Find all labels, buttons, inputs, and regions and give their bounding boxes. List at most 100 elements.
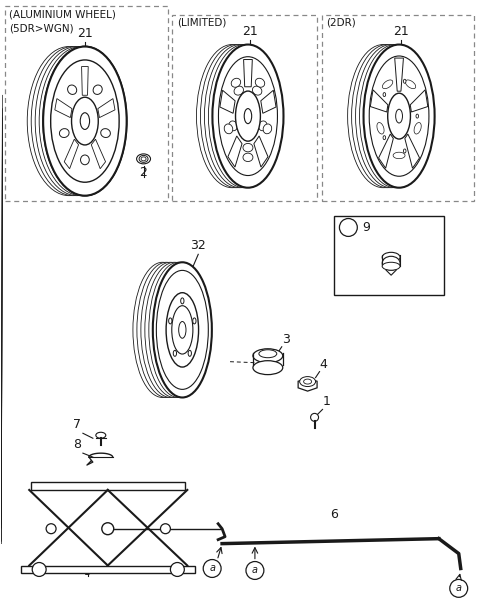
Circle shape bbox=[170, 562, 184, 577]
Ellipse shape bbox=[208, 44, 279, 188]
Ellipse shape bbox=[35, 47, 119, 196]
Ellipse shape bbox=[137, 154, 151, 164]
Polygon shape bbox=[243, 60, 252, 87]
Ellipse shape bbox=[304, 379, 312, 384]
Ellipse shape bbox=[141, 262, 200, 397]
Ellipse shape bbox=[259, 121, 267, 131]
Ellipse shape bbox=[193, 318, 196, 324]
Circle shape bbox=[102, 523, 114, 535]
Ellipse shape bbox=[383, 80, 393, 89]
Ellipse shape bbox=[224, 124, 233, 134]
Ellipse shape bbox=[393, 152, 405, 159]
Ellipse shape bbox=[60, 129, 69, 137]
Ellipse shape bbox=[369, 56, 429, 176]
Ellipse shape bbox=[101, 129, 110, 137]
Text: a: a bbox=[209, 564, 215, 573]
Ellipse shape bbox=[382, 253, 400, 262]
Ellipse shape bbox=[179, 322, 186, 338]
Text: 4: 4 bbox=[320, 358, 327, 371]
Circle shape bbox=[32, 562, 46, 577]
Ellipse shape bbox=[236, 91, 260, 141]
Ellipse shape bbox=[382, 256, 400, 270]
Ellipse shape bbox=[188, 351, 192, 356]
Ellipse shape bbox=[39, 47, 123, 196]
Circle shape bbox=[339, 219, 357, 237]
Ellipse shape bbox=[96, 432, 106, 438]
Text: a: a bbox=[456, 583, 462, 593]
Ellipse shape bbox=[396, 109, 403, 123]
Polygon shape bbox=[220, 91, 235, 113]
Ellipse shape bbox=[51, 60, 119, 182]
Polygon shape bbox=[371, 90, 388, 112]
Ellipse shape bbox=[145, 262, 204, 397]
Circle shape bbox=[246, 562, 264, 580]
Ellipse shape bbox=[43, 47, 127, 196]
Ellipse shape bbox=[243, 144, 253, 152]
Ellipse shape bbox=[156, 270, 208, 389]
Polygon shape bbox=[395, 58, 403, 91]
Circle shape bbox=[160, 524, 170, 533]
Ellipse shape bbox=[363, 44, 434, 188]
Ellipse shape bbox=[403, 79, 406, 83]
Polygon shape bbox=[405, 134, 420, 168]
Text: a: a bbox=[252, 565, 258, 575]
Ellipse shape bbox=[252, 86, 262, 95]
Polygon shape bbox=[55, 99, 72, 118]
Ellipse shape bbox=[406, 80, 416, 89]
Ellipse shape bbox=[348, 44, 419, 188]
Circle shape bbox=[46, 524, 56, 533]
Polygon shape bbox=[254, 136, 268, 167]
Ellipse shape bbox=[204, 44, 276, 188]
Text: (ALUMINIUM WHEEL): (ALUMINIUM WHEEL) bbox=[9, 10, 116, 20]
Ellipse shape bbox=[253, 349, 283, 363]
Ellipse shape bbox=[414, 123, 421, 134]
Ellipse shape bbox=[201, 44, 272, 188]
Ellipse shape bbox=[259, 350, 277, 358]
Ellipse shape bbox=[27, 47, 111, 196]
Text: 2: 2 bbox=[140, 166, 147, 179]
Ellipse shape bbox=[166, 293, 199, 367]
Ellipse shape bbox=[139, 155, 148, 163]
Bar bbox=[31, 482, 185, 490]
Text: 9: 9 bbox=[362, 221, 370, 234]
Ellipse shape bbox=[382, 262, 400, 270]
Ellipse shape bbox=[68, 85, 77, 94]
Polygon shape bbox=[379, 134, 393, 168]
Bar bbox=[172, 15, 316, 201]
Text: 21: 21 bbox=[393, 25, 409, 38]
Ellipse shape bbox=[133, 262, 192, 397]
Text: 21: 21 bbox=[242, 25, 258, 38]
Ellipse shape bbox=[180, 298, 184, 304]
Ellipse shape bbox=[80, 113, 90, 129]
Ellipse shape bbox=[153, 262, 212, 397]
Ellipse shape bbox=[173, 351, 177, 356]
Ellipse shape bbox=[300, 376, 315, 387]
Ellipse shape bbox=[360, 44, 431, 188]
Ellipse shape bbox=[383, 136, 385, 140]
Ellipse shape bbox=[213, 44, 284, 188]
Ellipse shape bbox=[218, 57, 277, 176]
Ellipse shape bbox=[81, 155, 89, 164]
Ellipse shape bbox=[244, 108, 252, 124]
Ellipse shape bbox=[43, 47, 127, 196]
Ellipse shape bbox=[31, 47, 115, 196]
Text: a: a bbox=[346, 222, 351, 232]
Text: 1: 1 bbox=[323, 395, 330, 408]
Circle shape bbox=[203, 559, 221, 577]
Ellipse shape bbox=[255, 78, 264, 87]
Ellipse shape bbox=[352, 44, 423, 188]
Text: (5DR>WGN): (5DR>WGN) bbox=[9, 23, 74, 34]
Polygon shape bbox=[98, 99, 115, 118]
Polygon shape bbox=[261, 91, 276, 113]
Polygon shape bbox=[410, 90, 428, 112]
Polygon shape bbox=[82, 67, 88, 95]
Text: 3: 3 bbox=[282, 333, 289, 346]
Text: 7: 7 bbox=[73, 418, 81, 431]
Bar bbox=[322, 15, 474, 201]
Ellipse shape bbox=[403, 149, 406, 153]
Polygon shape bbox=[298, 378, 317, 391]
Text: (LIMITED): (LIMITED) bbox=[178, 18, 227, 28]
Ellipse shape bbox=[356, 44, 427, 188]
Text: 5: 5 bbox=[84, 565, 92, 578]
Ellipse shape bbox=[72, 97, 98, 145]
